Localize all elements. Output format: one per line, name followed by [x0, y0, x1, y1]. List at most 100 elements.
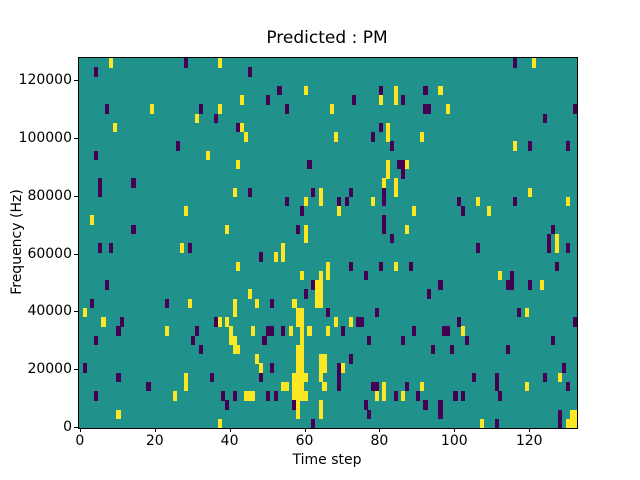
heatmap-cell: [318, 270, 323, 281]
heatmap-cell: [532, 58, 537, 68]
x-tick-label: 0: [75, 433, 85, 449]
heatmap-cell: [371, 381, 376, 392]
heatmap-cell: [303, 391, 308, 401]
heatmap-cell: [333, 132, 338, 142]
heatmap-cell: [299, 206, 305, 216]
heatmap-cell: [438, 85, 443, 96]
heatmap-cell: [386, 132, 391, 142]
heatmap-cell: [307, 326, 312, 336]
heatmap-cell: [266, 391, 271, 401]
heatmap-cell: [191, 335, 196, 346]
heatmap-cell: [565, 141, 570, 151]
heatmap-cell: [217, 58, 222, 68]
heatmap-cell: [401, 159, 406, 170]
heatmap-cell: [453, 391, 458, 401]
heatmap-cell: [232, 187, 237, 198]
heatmap-cell: [573, 409, 578, 420]
heatmap-cell: [225, 224, 230, 235]
heatmap-cell: [464, 335, 469, 346]
heatmap-cell: [322, 363, 327, 373]
x-tick-mark: [379, 428, 381, 432]
heatmap-cell: [131, 178, 136, 188]
heatmap-cell: [393, 95, 398, 105]
y-tick-mark: [74, 195, 78, 197]
x-tick-label: 100: [440, 433, 468, 449]
heatmap-cell: [311, 280, 316, 290]
heatmap-cell: [401, 335, 406, 346]
heatmap-cell: [547, 243, 552, 253]
heatmap-cell: [337, 372, 342, 383]
heatmap-cell: [547, 233, 552, 244]
heatmap-cell: [573, 104, 578, 114]
heatmap-cell: [393, 261, 398, 272]
heatmap-cell: [232, 298, 237, 309]
heatmap-cell: [389, 141, 394, 151]
heatmap-cell: [438, 280, 443, 290]
heatmap-cell: [217, 104, 222, 114]
heatmap-cell: [543, 113, 548, 124]
heatmap-cell: [105, 104, 110, 114]
heatmap-cell: [281, 243, 286, 253]
heatmap-cell: [228, 326, 233, 336]
heatmap-cell: [505, 280, 510, 290]
x-tick-mark: [454, 428, 456, 432]
heatmap-cell: [460, 391, 466, 401]
heatmap-cell: [213, 113, 218, 124]
heatmap-cell: [198, 104, 203, 114]
y-axis-label: Frequency (Hz): [9, 189, 25, 295]
heatmap-cell: [408, 261, 413, 272]
heatmap-cell: [382, 215, 387, 225]
heatmap-cell: [258, 363, 263, 373]
heatmap-cell: [292, 298, 297, 309]
heatmap-cell: [427, 104, 432, 114]
heatmap-cell: [341, 363, 346, 373]
heatmap-cell: [348, 317, 353, 327]
heatmap-cell: [374, 307, 379, 318]
heatmap-cell: [183, 372, 188, 383]
y-tick-label: 60000: [27, 245, 72, 262]
heatmap-cell: [569, 409, 574, 420]
heatmap-cell: [97, 187, 102, 198]
heatmap-cell: [236, 122, 241, 133]
heatmap-cell: [423, 400, 428, 410]
heatmap-cell: [210, 372, 215, 383]
heatmap-cell: [554, 261, 559, 272]
heatmap-cell: [311, 187, 316, 198]
heatmap-cell: [378, 95, 383, 105]
heatmap-cell: [457, 317, 462, 327]
y-tick-mark: [74, 311, 78, 313]
heatmap-cell: [374, 381, 379, 392]
heatmap-cell: [543, 372, 548, 383]
heatmap-cell: [228, 335, 233, 346]
heatmap-cell: [225, 400, 230, 410]
heatmap-cell: [445, 104, 451, 114]
heatmap-cell: [288, 326, 293, 336]
heatmap-cell: [97, 178, 102, 188]
heatmap-cell: [382, 224, 387, 235]
heatmap-cell: [412, 326, 417, 336]
heatmap-cell: [326, 326, 331, 336]
heatmap-cell: [299, 344, 305, 355]
heatmap-cell: [165, 298, 170, 309]
heatmap-cell: [322, 381, 327, 392]
heatmap-cell: [562, 363, 567, 373]
heatmap-cell: [299, 317, 305, 327]
heatmap-cell: [318, 298, 323, 309]
heatmap-cell: [509, 280, 514, 290]
heatmap-cell: [183, 58, 188, 68]
heatmap-cell: [284, 104, 290, 114]
heatmap-cell: [251, 391, 256, 401]
heatmap-cell: [303, 233, 308, 244]
heatmap-cell: [90, 215, 95, 225]
heatmap-cell: [326, 261, 331, 272]
y-tick-mark: [74, 427, 78, 428]
heatmap-cell: [281, 252, 286, 262]
heatmap-cell: [296, 363, 301, 373]
heatmap-cell: [550, 224, 555, 235]
heatmap-cell: [573, 418, 578, 429]
heatmap-cell: [352, 95, 357, 105]
heatmap-cell: [404, 159, 409, 170]
heatmap-cell: [266, 326, 271, 336]
heatmap-cell: [296, 317, 301, 327]
heatmap-cell: [386, 169, 391, 179]
